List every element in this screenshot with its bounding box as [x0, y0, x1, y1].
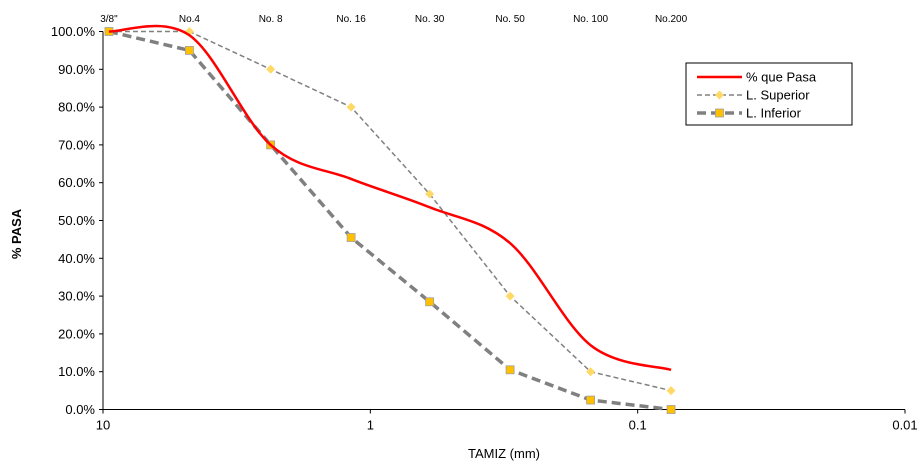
x-tick-label: 1 [367, 418, 374, 433]
y-axis-title: % PASA [9, 208, 24, 259]
data-point [346, 102, 356, 112]
data-point [185, 46, 194, 55]
data-point [666, 405, 676, 414]
legend-box [685, 62, 853, 126]
data-point [586, 395, 595, 405]
series-que-pasa [108, 24, 672, 372]
legend-item: % que Pasa [697, 70, 817, 85]
y-tick-label: 90.0% [58, 62, 95, 77]
y-tick-label: 0.0% [65, 402, 95, 417]
sieve-label: No. 50 [495, 14, 525, 25]
sieve-label: No. 100 [573, 14, 608, 25]
y-tick-label: 10.0% [58, 364, 95, 379]
y-tick-label: 40.0% [58, 251, 95, 266]
legend-marker [715, 90, 724, 100]
data-point [425, 189, 435, 199]
x-tick-label: 0.1 [629, 418, 647, 433]
sieve-labels: 3/8" No.4 No. 8 No. 16 No. 30 No. 50 No. 100 No… [100, 14, 687, 25]
x-tick-label: 0.01 [892, 418, 917, 433]
data-point [505, 365, 515, 375]
legend-item: L. Inferior [697, 106, 802, 121]
legend-label: L. Superior [746, 88, 810, 103]
x-axis-title: TAMIZ (mm) [468, 446, 540, 461]
y-tick-label: 30.0% [58, 289, 95, 304]
legend-item: L. Superior [697, 88, 810, 103]
data-point [586, 367, 596, 377]
sieve-label: No.4 [179, 14, 201, 25]
y-tick-label: 100.0% [51, 24, 96, 39]
series-line [108, 24, 672, 372]
y-tick-label: 20.0% [58, 326, 95, 341]
x-axis: 10 1 0.1 0.01 [96, 409, 918, 433]
sieve-label: No. 30 [415, 14, 445, 25]
y-tick-label: 50.0% [58, 213, 95, 228]
series-line [108, 29, 672, 412]
y-tick-label: 60.0% [58, 175, 95, 190]
sieve-label: No. 16 [336, 14, 366, 25]
data-point [505, 291, 515, 301]
legend-label: % que Pasa [746, 70, 817, 85]
sieve-label: 3/8" [100, 14, 118, 25]
data-point [666, 386, 676, 396]
y-tick-label: 70.0% [58, 137, 95, 152]
series-layer [104, 24, 676, 414]
sieve-label: No.200 [655, 14, 688, 25]
y-axis: 0.0% 10.0% 20.0% 30.0% 40.0% 50.0% 60.0% 70.0% 8… [51, 24, 104, 417]
chart-legend: % que Pasa L. Superior L. Inferior [685, 62, 853, 126]
legend-label: L. Inferior [746, 106, 802, 121]
sieve-label: No. 8 [259, 14, 283, 25]
series-l-superior [104, 27, 676, 396]
data-point [266, 64, 276, 74]
data-point [346, 233, 356, 242]
series-line [108, 30, 672, 392]
data-point [425, 297, 435, 307]
series-l-inferior [104, 27, 676, 414]
legend-marker [715, 108, 724, 118]
x-tick-label: 10 [96, 418, 110, 433]
y-tick-label: 80.0% [58, 100, 95, 115]
